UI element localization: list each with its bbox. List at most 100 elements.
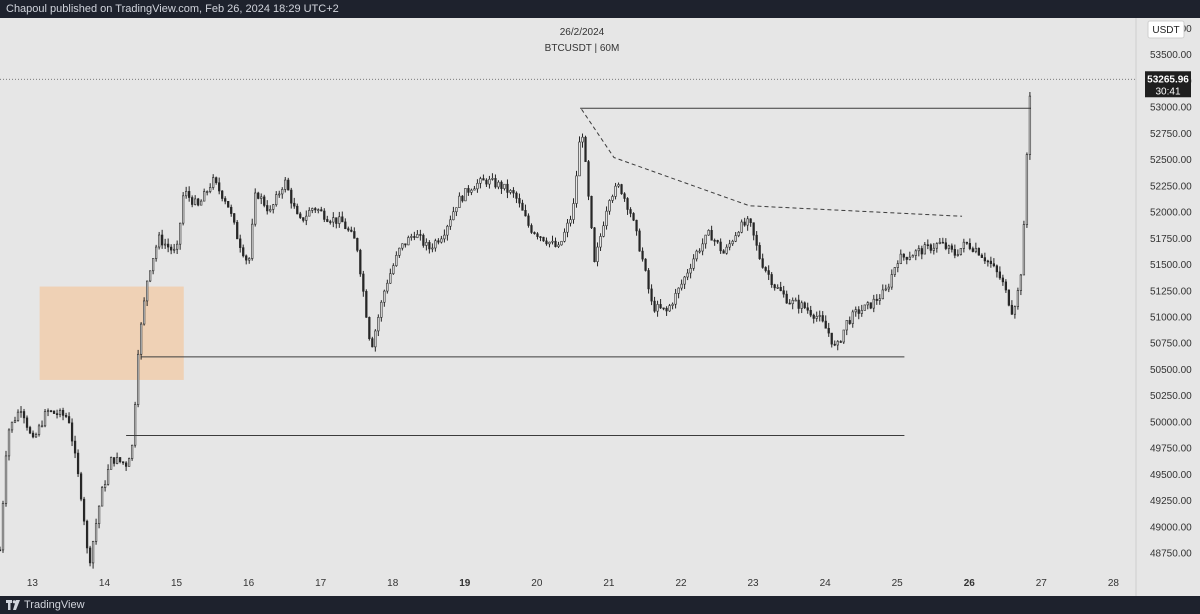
candle-body: [755, 234, 758, 246]
candle-body: [94, 523, 98, 542]
candle-body: [43, 411, 47, 427]
x-tick-label: 22: [675, 578, 687, 589]
candle-body: [647, 270, 650, 290]
candle-body: [938, 241, 941, 244]
candle-body: [311, 208, 314, 211]
candle-body: [737, 231, 740, 236]
candle-body: [64, 415, 68, 417]
candle-body: [115, 457, 119, 464]
candle-body: [575, 175, 578, 204]
candle-body: [845, 320, 848, 331]
candle-body: [19, 411, 23, 413]
candle-body: [500, 181, 503, 189]
candle-body: [884, 288, 887, 291]
x-tick-label: 17: [315, 578, 327, 589]
candle-body: [527, 215, 530, 226]
chart-area[interactable]: 53750.0053500.0053250.0053000.0052750.00…: [0, 18, 1200, 596]
candle-body: [512, 190, 515, 194]
candle-body: [76, 452, 80, 475]
candle-body: [521, 202, 524, 211]
candle-body: [443, 234, 446, 240]
y-tick-label: 51750.00: [1150, 234, 1192, 245]
candle-body: [152, 258, 155, 272]
candle-body: [419, 234, 422, 236]
candle-body: [689, 268, 692, 274]
y-tick-label: 52750.00: [1150, 129, 1192, 140]
candle-body: [272, 204, 275, 210]
last-price: 53265.96: [1147, 74, 1189, 85]
candle-body: [34, 434, 38, 438]
candle-body: [746, 218, 749, 226]
y-tick-label: 52250.00: [1150, 181, 1192, 192]
y-tick-label: 48750.00: [1150, 549, 1192, 560]
candle-body: [13, 420, 17, 423]
demand-zone[interactable]: [39, 286, 184, 380]
candle-body: [308, 210, 311, 217]
x-tick-label: 25: [892, 578, 904, 589]
candle-body: [911, 255, 914, 258]
candle-body: [293, 202, 296, 207]
candle-body: [518, 198, 521, 204]
candle-body: [218, 182, 221, 192]
candle-body: [560, 241, 563, 246]
candle-body: [539, 236, 542, 238]
candle-body: [49, 410, 53, 413]
candle-body: [136, 353, 140, 405]
candle-body: [701, 243, 704, 252]
candle-body: [100, 487, 104, 507]
candle-body: [974, 247, 977, 252]
candle-body: [124, 462, 128, 467]
tradingview-logo-icon: [6, 600, 20, 610]
candle-body: [623, 193, 626, 199]
candle-body: [401, 243, 404, 249]
currency-label: USDT: [1152, 25, 1179, 36]
candle-body: [821, 315, 824, 322]
candle-body: [121, 461, 125, 464]
candle-body: [782, 290, 785, 295]
candle-body: [1, 503, 5, 551]
candle-body: [950, 245, 953, 250]
candle-body: [731, 240, 734, 245]
candle-body: [983, 257, 986, 262]
candle-body: [485, 179, 488, 185]
candle-body: [941, 241, 944, 244]
y-tick-label: 52500.00: [1150, 155, 1192, 166]
candle-body: [896, 263, 899, 268]
candle-body: [455, 207, 458, 213]
candle-body: [464, 188, 467, 202]
candle-body: [758, 245, 761, 259]
candle-body: [143, 300, 146, 325]
candle-body: [1010, 304, 1014, 315]
candle-body: [923, 244, 926, 255]
price-chart[interactable]: 53750.0053500.0053250.0053000.0052750.00…: [0, 18, 1200, 596]
candle-body: [350, 229, 353, 232]
candle-body: [929, 244, 932, 251]
candle-body: [299, 213, 302, 218]
candle-body: [509, 190, 512, 193]
candle-body: [127, 458, 131, 467]
candle-body: [854, 309, 857, 313]
candle-body: [809, 309, 812, 316]
y-tick-label: 49750.00: [1150, 444, 1192, 455]
candle-body: [446, 225, 449, 236]
candle-body: [118, 457, 122, 463]
candle-body: [770, 274, 773, 285]
candle-body: [554, 240, 557, 247]
publish-info: Chapoul published on TradingView.com, Fe…: [6, 3, 339, 15]
candle-body: [55, 413, 59, 416]
candle-body: [0, 549, 2, 552]
candle-body: [887, 286, 890, 290]
candle-body: [209, 187, 212, 192]
y-tick-label: 49000.00: [1150, 522, 1192, 533]
dashed-trendline[interactable]: [581, 108, 963, 217]
candle-body: [830, 332, 833, 345]
candle-body: [338, 216, 341, 224]
candle-body: [425, 242, 428, 246]
currency-button[interactable]: USDT: [1147, 20, 1185, 39]
candle-body: [16, 411, 20, 421]
candle-body: [803, 302, 806, 309]
candle-body: [488, 178, 491, 185]
y-tick-label: 53500.00: [1150, 50, 1192, 61]
candle-body: [374, 330, 377, 348]
y-tick-label: 50250.00: [1150, 391, 1192, 402]
